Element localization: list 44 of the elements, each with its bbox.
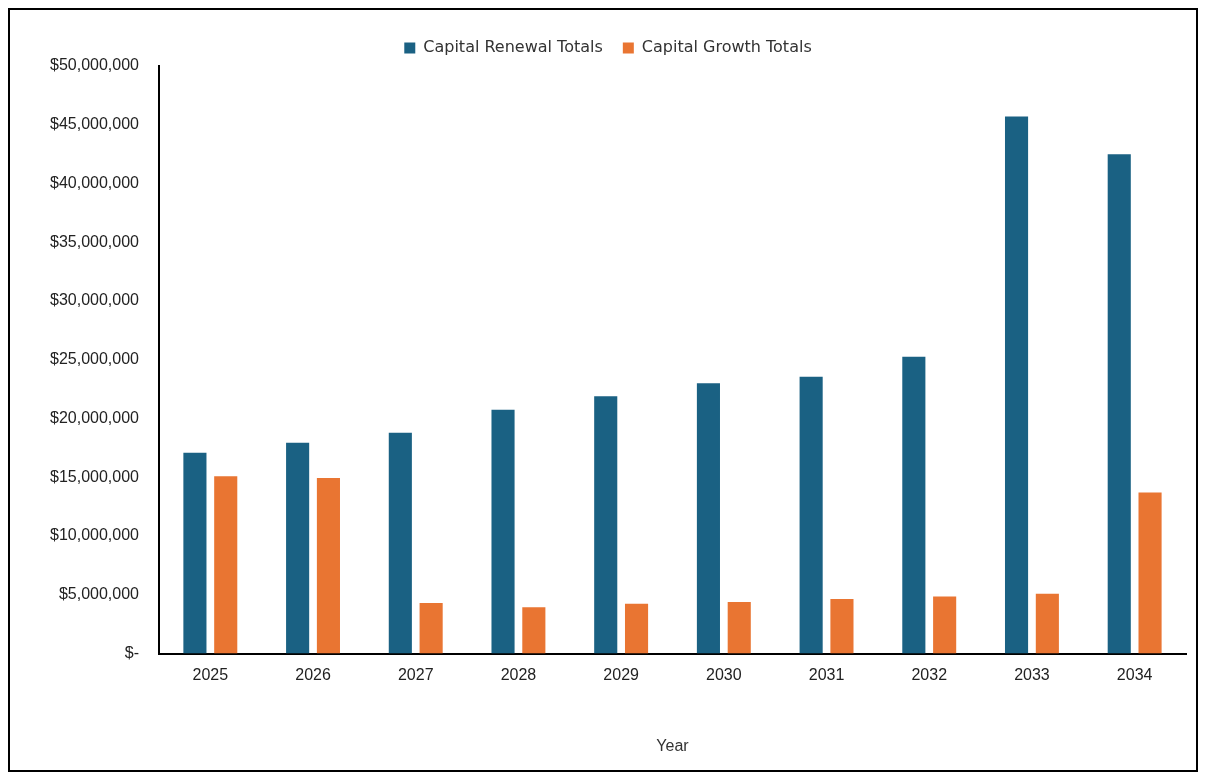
bar [594,396,618,654]
x-tick-label: 2033 [1014,665,1050,683]
x-tick-label: 2025 [192,665,229,683]
x-axis-title: Year [656,736,690,754]
bar [286,442,310,654]
bar [933,596,957,654]
bar [1107,154,1131,654]
bar [316,477,340,654]
y-tick-label: $40,000,000 [49,173,140,191]
x-tick-label: 2031 [808,665,845,683]
bar [491,409,515,654]
legend-label: Capital Renewal Totals [423,37,603,57]
x-tick-label: 2027 [397,665,434,683]
bar [388,432,412,654]
y-tick-label: $15,000,000 [49,467,140,485]
y-tick-label: $- [124,644,139,662]
x-tick-label: 2028 [500,665,537,683]
y-tick-label: $5,000,000 [58,585,140,603]
bar [1004,116,1029,654]
y-tick-label: $20,000,000 [49,408,140,426]
x-tick-label: 2032 [911,665,948,683]
y-tick-label: $45,000,000 [49,115,140,133]
x-tick-label: 2030 [706,665,742,683]
bar [902,356,926,654]
bar [1035,593,1059,654]
bar [799,376,823,654]
x-tick-label: 2029 [603,665,640,683]
bar [1138,492,1162,654]
y-tick-label: $50,000,000 [49,56,140,74]
y-tick-label: $30,000,000 [49,291,140,309]
bar [522,607,546,654]
y-tick-label: $10,000,000 [49,526,140,544]
bar [624,603,649,654]
y-tick-label: $25,000,000 [49,350,140,368]
bar [214,476,238,654]
bar [830,598,854,654]
y-tick-label: $35,000,000 [49,232,140,250]
bar [696,383,720,654]
legend-label: Capital Growth Totals [641,37,812,57]
bar [419,603,443,654]
x-tick-label: 2034 [1116,665,1153,683]
bar [727,601,751,654]
x-tick-label: 2026 [295,665,331,683]
bar [183,452,207,654]
